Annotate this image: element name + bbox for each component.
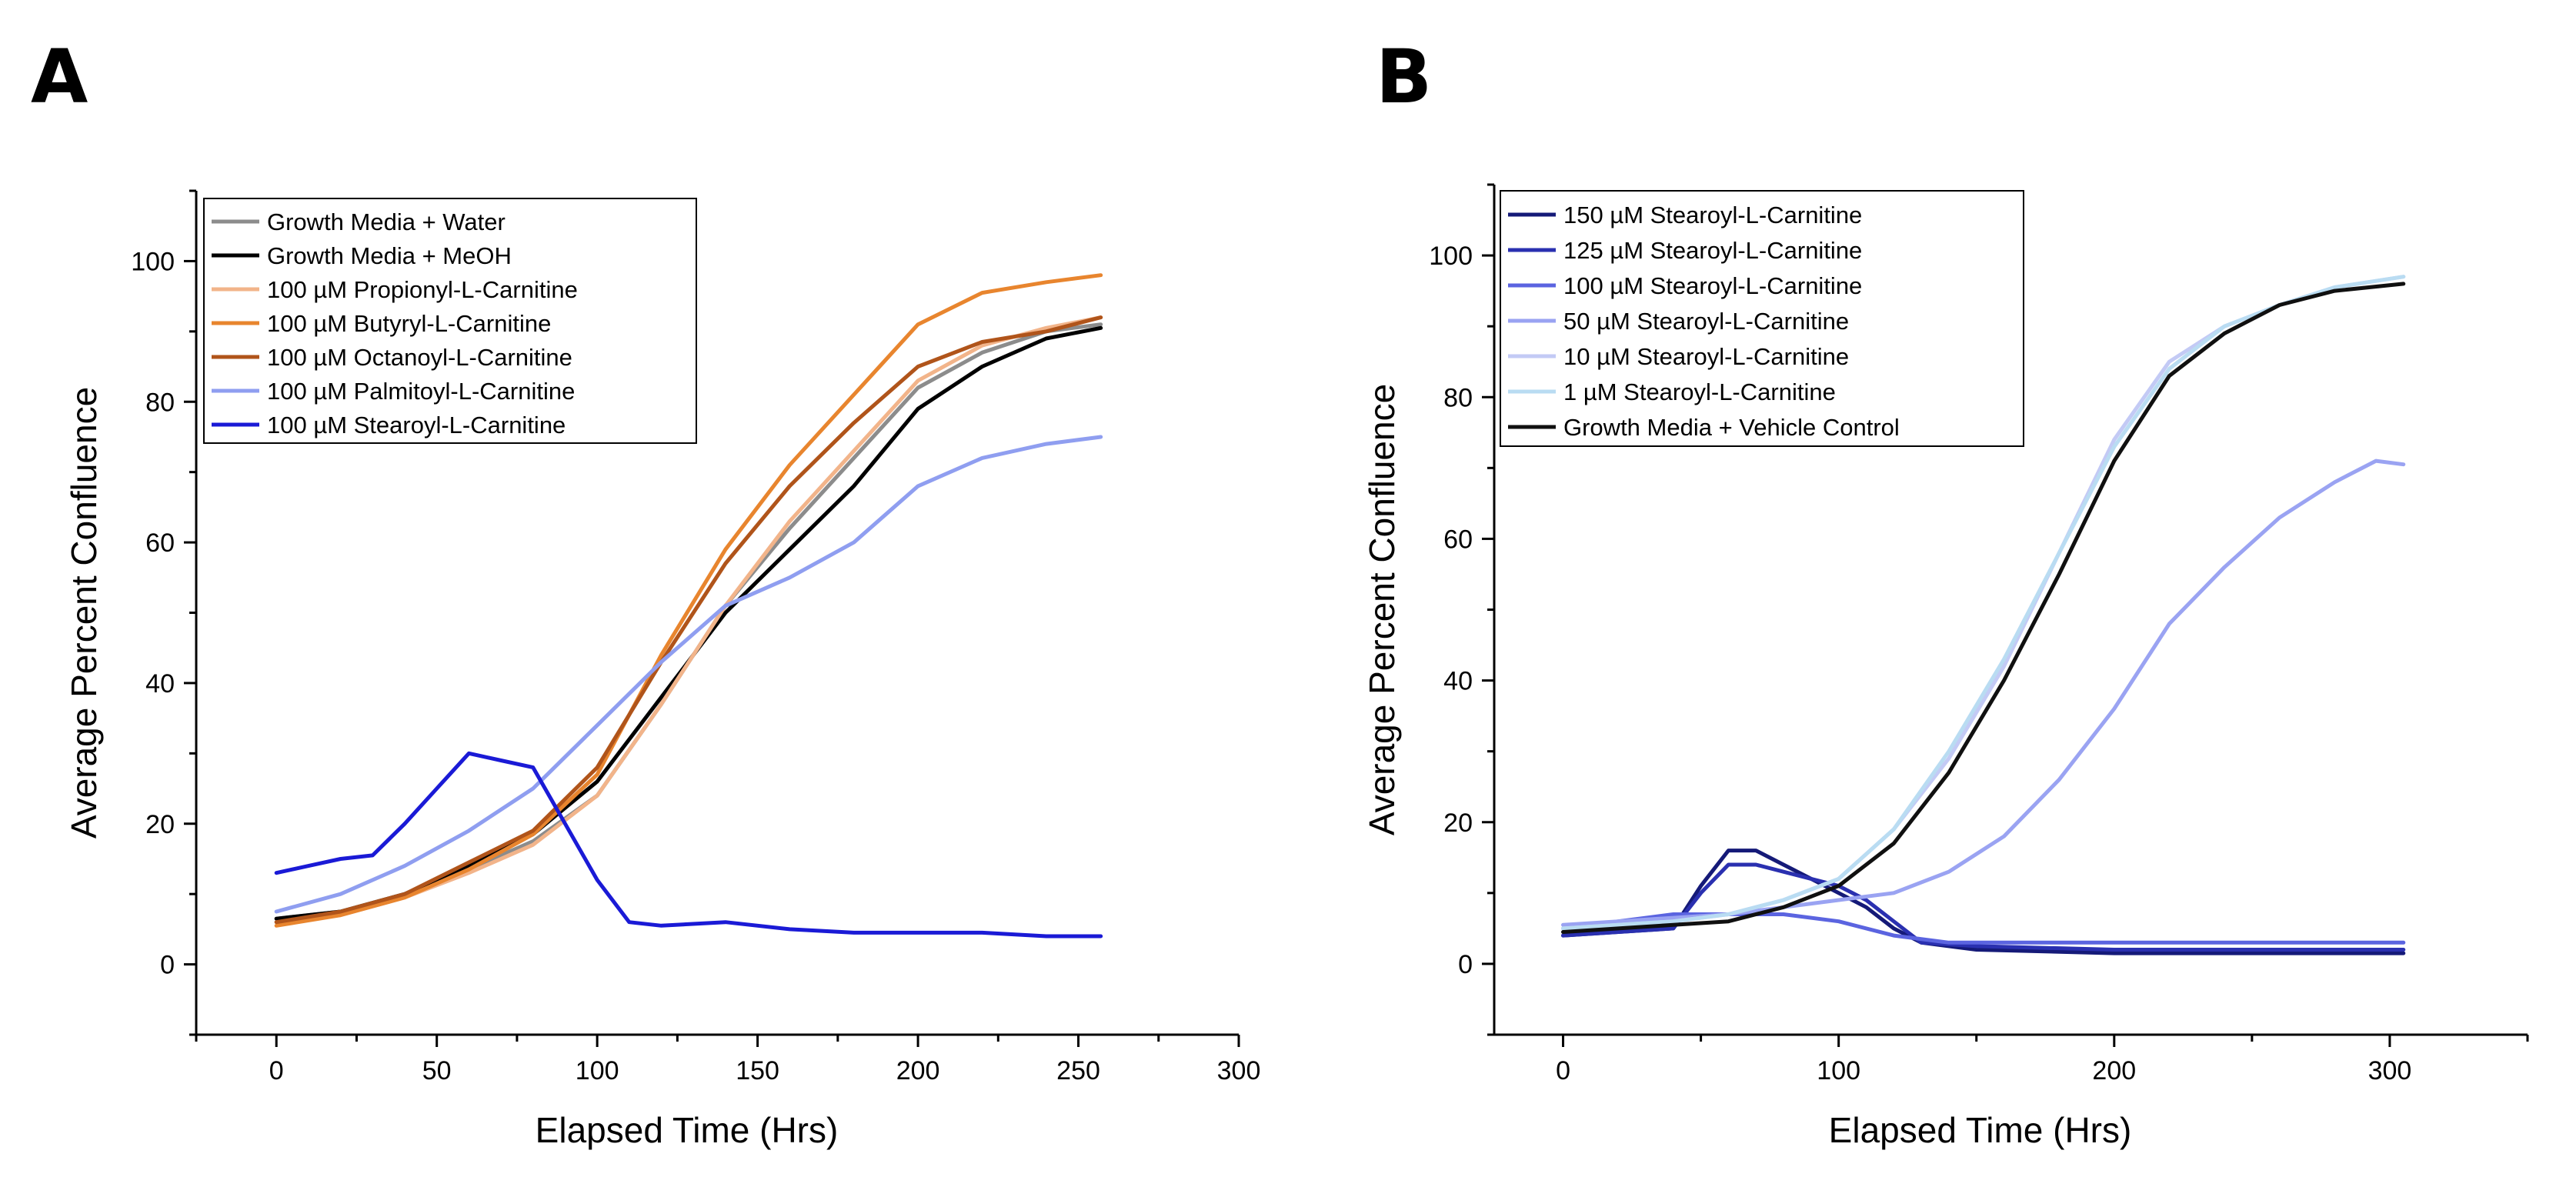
y-tick-label: 40 bbox=[145, 669, 175, 699]
y-axis-title: Average Percent Confluence bbox=[64, 387, 104, 839]
legend-label: 1 µM Stearoyl-L-Carnitine bbox=[1563, 378, 1836, 405]
legend-label: 100 µM Butyryl-L-Carnitine bbox=[267, 310, 551, 337]
series-line-1 bbox=[1561, 849, 2406, 955]
y-tick-label: 100 bbox=[131, 247, 175, 276]
legend-label: 125 µM Stearoyl-L-Carnitine bbox=[1563, 237, 1862, 264]
x-tick-label: 50 bbox=[422, 1056, 452, 1085]
series-line-4 bbox=[274, 273, 1103, 928]
x-tick-label: 0 bbox=[269, 1056, 284, 1085]
series-line-7 bbox=[274, 751, 1103, 939]
y-tick-label: 100 bbox=[1429, 242, 1473, 271]
x-tick-label: 150 bbox=[736, 1056, 779, 1085]
legend-label: 100 µM Stearoyl-L-Carnitine bbox=[267, 412, 566, 438]
x-tick-label: 300 bbox=[1217, 1056, 1261, 1085]
chart-panel-a: 0 50 100 150 200 250 300 0 20 40 60 80 100 Elapsed Ti… bbox=[64, 189, 1261, 1150]
series-line-7 bbox=[1561, 282, 2406, 934]
panel-label-b: B bbox=[1376, 34, 1433, 120]
legend-label: 50 µM Stearoyl-L-Carnitine bbox=[1563, 308, 1849, 335]
x-axis-title: Elapsed Time (Hrs) bbox=[1829, 1110, 2132, 1150]
legend-label: Growth Media + Water bbox=[267, 208, 506, 235]
series-line-2 bbox=[1561, 862, 2406, 952]
x-tick-label: 100 bbox=[1817, 1056, 1860, 1085]
x-axis-title: Elapsed Time (Hrs) bbox=[536, 1110, 839, 1150]
series-line-6 bbox=[1561, 275, 2406, 931]
y-tick-label: 20 bbox=[1443, 809, 1473, 838]
legend-label: Growth Media + Vehicle Control bbox=[1563, 414, 1900, 441]
legend-label: 100 µM Octanoyl-L-Carnitine bbox=[267, 344, 572, 371]
legend-label: 100 µM Stearoyl-L-Carnitine bbox=[1563, 272, 1862, 299]
y-axis-title: Average Percent Confluence bbox=[1362, 384, 1402, 835]
legend-box bbox=[1500, 190, 2024, 447]
y-tick-label: 80 bbox=[145, 388, 175, 417]
series-line-6 bbox=[274, 435, 1103, 914]
y-tick-label: 0 bbox=[160, 951, 175, 980]
x-tick-label: 100 bbox=[576, 1056, 619, 1085]
legend-label: 100 µM Palmitoyl-L-Carnitine bbox=[267, 378, 575, 405]
x-tick-label: 0 bbox=[1556, 1056, 1570, 1085]
y-tick-label: 60 bbox=[1443, 525, 1473, 554]
series-line-3 bbox=[1561, 912, 2406, 945]
x-tick-label: 300 bbox=[2368, 1056, 2412, 1085]
x-tick-label: 200 bbox=[2092, 1056, 2136, 1085]
y-tick-label: 0 bbox=[1458, 950, 1473, 979]
legend-label: Growth Media + MeOH bbox=[267, 242, 512, 269]
legend-label: 100 µM Propionyl-L-Carnitine bbox=[267, 276, 578, 303]
x-tick-label: 250 bbox=[1056, 1056, 1100, 1085]
chart-panel-b: 0 100 200 300 0 20 40 60 80 100 Elapsed Time (Hrs)… bbox=[1362, 183, 2529, 1150]
panel-label-a: A bbox=[31, 34, 88, 120]
y-tick-label: 40 bbox=[1443, 667, 1473, 696]
legend-box bbox=[203, 198, 697, 444]
legend-label: 10 µM Stearoyl-L-Carnitine bbox=[1563, 343, 1849, 370]
series-line-5 bbox=[274, 315, 1103, 925]
legend-label: 150 µM Stearoyl-L-Carnitine bbox=[1563, 202, 1862, 228]
y-tick-label: 20 bbox=[145, 810, 175, 839]
y-tick-label: 80 bbox=[1443, 383, 1473, 412]
y-tick-label: 60 bbox=[145, 528, 175, 558]
x-tick-label: 200 bbox=[896, 1056, 940, 1085]
